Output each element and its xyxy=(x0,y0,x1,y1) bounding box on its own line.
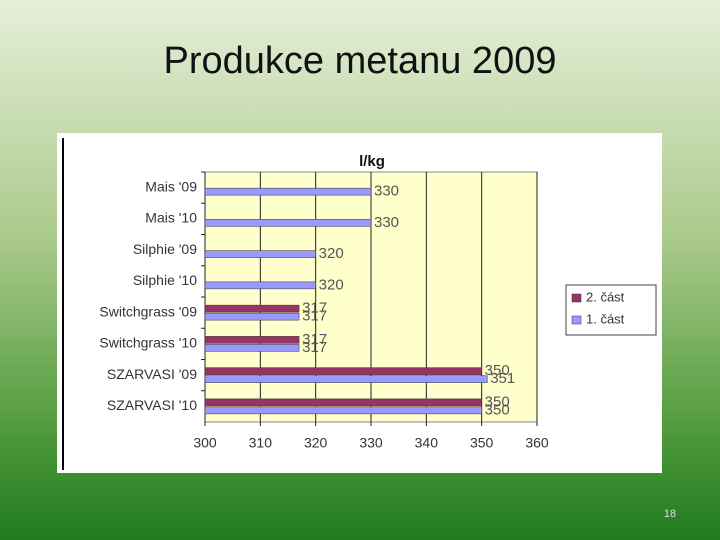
bar xyxy=(204,281,316,290)
legend-label: 1. část xyxy=(586,311,625,326)
x-tick-label: 300 xyxy=(193,435,217,451)
bar xyxy=(204,250,316,258)
value-label: 350 xyxy=(485,393,510,410)
bar xyxy=(204,219,372,227)
bar xyxy=(204,304,300,313)
y-tick-label: Switchgrass '09 xyxy=(99,303,197,319)
bar xyxy=(204,375,488,383)
x-tick-label: 310 xyxy=(249,435,273,451)
x-tick-label: 360 xyxy=(525,435,549,451)
value-label: 317 xyxy=(302,339,327,356)
value-label: 350 xyxy=(485,362,510,379)
value-label: 350 xyxy=(485,401,510,418)
y-tick-label: Silphie '10 xyxy=(133,272,197,288)
value-label: 330 xyxy=(374,214,399,231)
value-label: 320 xyxy=(319,245,344,262)
slide-title: Produkce metanu 2009 xyxy=(163,40,557,82)
value-label: 317 xyxy=(302,300,327,317)
bar xyxy=(204,367,482,375)
x-tick-label: 350 xyxy=(470,435,494,451)
x-tick-label: 340 xyxy=(415,435,439,451)
y-tick-label: Switchgrass '10 xyxy=(99,335,197,351)
value-label: 317 xyxy=(302,331,327,348)
legend-swatch xyxy=(571,315,582,325)
y-tick-label: Mais '09 xyxy=(145,178,197,194)
bar xyxy=(204,344,300,352)
y-tick-label: SZARVASI '09 xyxy=(107,366,197,382)
legend-label: 2. část xyxy=(586,289,625,304)
bar xyxy=(204,312,300,321)
bar xyxy=(204,398,482,407)
page-number: 18 xyxy=(663,508,677,520)
unit-label: l/kg xyxy=(359,153,385,170)
bar xyxy=(204,187,372,196)
bar xyxy=(204,406,482,415)
y-tick-label: Mais '10 xyxy=(145,210,197,226)
y-tick-label: SZARVASI '10 xyxy=(107,397,197,413)
value-label: 317 xyxy=(302,308,327,325)
x-tick-label: 320 xyxy=(304,435,328,451)
bar xyxy=(204,336,300,344)
value-label: 320 xyxy=(319,276,344,293)
y-tick-label: Silphie '09 xyxy=(133,241,197,257)
value-label: 351 xyxy=(490,370,515,387)
x-tick-label: 330 xyxy=(359,435,383,451)
value-label: 330 xyxy=(374,183,399,200)
legend-swatch xyxy=(571,293,582,303)
legend-box xyxy=(565,284,657,336)
